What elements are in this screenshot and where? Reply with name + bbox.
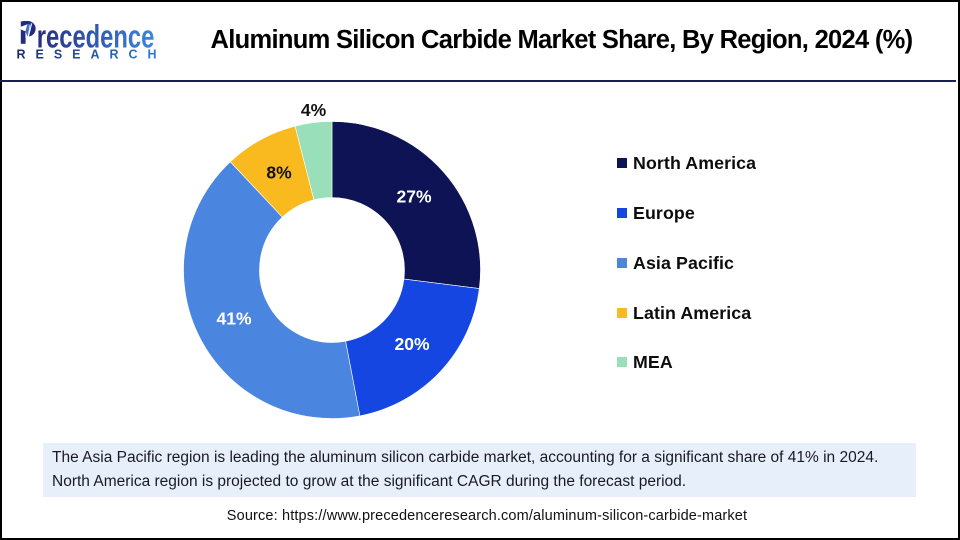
svg-text:41%: 41% [216,309,251,329]
svg-text:20%: 20% [394,334,429,354]
svg-text:4%: 4% [301,100,327,120]
svg-text:8%: 8% [266,163,292,183]
svg-text:recedence: recedence [37,19,155,55]
svg-text:27%: 27% [396,187,431,207]
